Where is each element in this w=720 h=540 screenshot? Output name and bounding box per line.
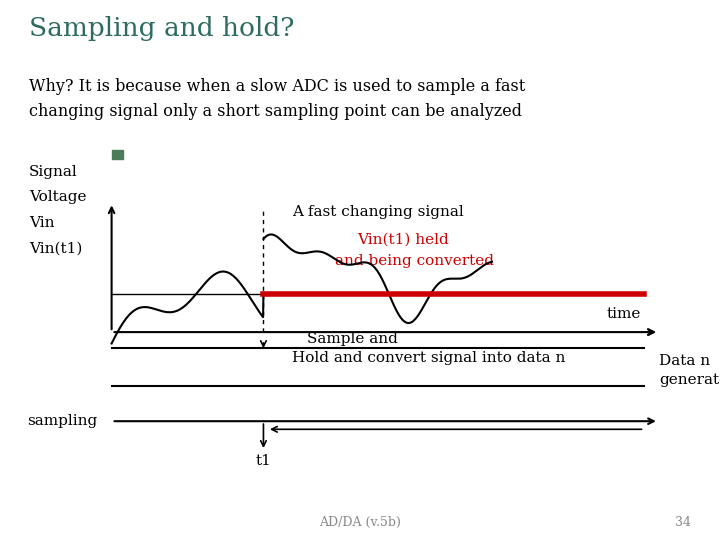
- Text: A fast changing signal: A fast changing signal: [292, 205, 464, 219]
- Text: time: time: [606, 307, 641, 321]
- Text: Voltage: Voltage: [29, 190, 86, 204]
- Text: AD/DA (v.5b): AD/DA (v.5b): [319, 516, 401, 529]
- Text: Hold and convert signal into data n: Hold and convert signal into data n: [292, 351, 566, 365]
- Text: Vin(t1): Vin(t1): [29, 242, 82, 256]
- Text: generated: generated: [659, 373, 720, 387]
- Text: Why? It is because when a slow ADC is used to sample a fast
changing signal only: Why? It is because when a slow ADC is us…: [29, 78, 525, 120]
- Text: and being converted: and being converted: [336, 254, 495, 268]
- Text: Sampling and hold?: Sampling and hold?: [29, 16, 294, 41]
- Bar: [112, 150, 123, 159]
- Text: sampling: sampling: [27, 414, 97, 428]
- Text: Sample and: Sample and: [307, 332, 397, 346]
- Text: Vin(t1) held: Vin(t1) held: [357, 232, 449, 246]
- Text: Data n: Data n: [659, 354, 710, 368]
- Text: 34: 34: [675, 516, 691, 529]
- Text: Signal: Signal: [29, 165, 78, 179]
- Text: t1: t1: [256, 454, 271, 468]
- Text: Vin: Vin: [29, 216, 54, 230]
